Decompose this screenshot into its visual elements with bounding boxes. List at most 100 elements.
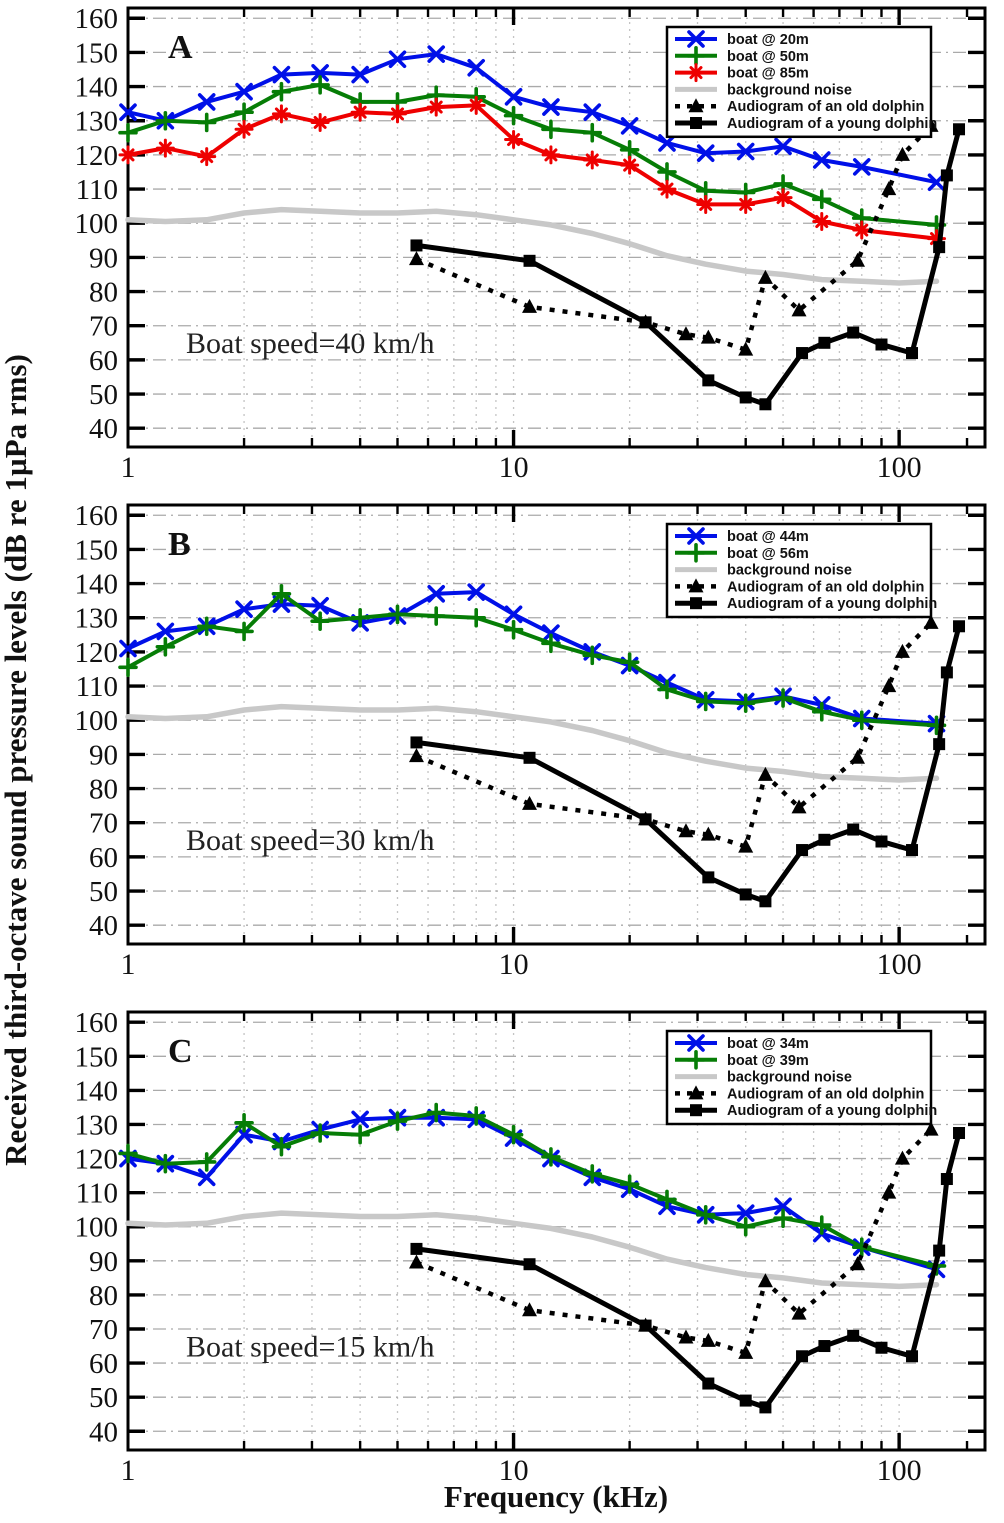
x-tick-label: 100: [877, 451, 922, 484]
y-tick-label: 110: [76, 671, 118, 703]
legend-item-audiogram-of-a-young-dolphin: Audiogram of a young dolphin: [675, 1103, 937, 1119]
series-background-noise: [125, 703, 940, 783]
series-audiogram-of-an-old-dolphin: [408, 614, 939, 853]
y-tick-label: 40: [89, 910, 118, 942]
boat-speed-annotation: Boat speed=40 km/h: [186, 327, 435, 360]
legend-label: Audiogram of an old dolphin: [727, 1086, 924, 1102]
legend-item-background-noise: background noise: [675, 563, 852, 579]
legend-label: boat @ 56m: [727, 546, 809, 562]
x-tick-label: 1: [121, 948, 136, 981]
series-boat-85m: [118, 95, 946, 249]
legend-item-audiogram-of-a-young-dolphin: Audiogram of a young dolphin: [675, 116, 937, 132]
y-tick-label: 110: [76, 174, 118, 206]
series-boat-20m: [119, 45, 946, 192]
legend-item-audiogram-of-an-old-dolphin: Audiogram of an old dolphin: [675, 1085, 924, 1102]
y-tick-label: 120: [75, 140, 119, 172]
legend-item-boat-85m: boat @ 85m: [675, 63, 809, 83]
y-tick-label: 80: [89, 1280, 118, 1312]
boat-speed-annotation: Boat speed=15 km/h: [186, 1330, 435, 1363]
y-tick-label: 80: [89, 774, 118, 806]
y-tick-label: 140: [75, 569, 119, 601]
legend-item-audiogram-of-an-old-dolphin: Audiogram of an old dolphin: [675, 98, 924, 115]
x-tick-label: 1: [121, 1454, 136, 1487]
x-tick-label: 10: [499, 948, 529, 981]
x-axis-title: Frequency (kHz): [444, 1479, 668, 1514]
y-tick-label: 60: [89, 345, 118, 377]
y-tick-label: 110: [76, 1178, 118, 1210]
legend-label: Audiogram of an old dolphin: [727, 579, 924, 595]
legend-label: boat @ 50m: [727, 49, 809, 65]
y-tick-label: 90: [89, 1246, 118, 1278]
y-tick-label: 160: [75, 500, 119, 532]
legend-label: boat @ 85m: [727, 66, 809, 82]
legend-item-boat-20m: boat @ 20m: [675, 30, 809, 48]
legend-item-boat-50m: boat @ 50m: [675, 45, 809, 66]
panel-letter: C: [168, 1033, 193, 1070]
legend-item-background-noise: background noise: [675, 82, 852, 98]
y-tick-label: 80: [89, 277, 118, 309]
panel-letter: A: [168, 29, 193, 66]
legend-item-audiogram-of-a-young-dolphin: Audiogram of a young dolphin: [675, 596, 937, 612]
legend-label: background noise: [727, 1070, 852, 1086]
x-tick-label: 100: [877, 948, 922, 981]
y-tick-label: 120: [75, 1144, 119, 1176]
legend-label: Audiogram of a young dolphin: [727, 1103, 937, 1119]
y-tick-label: 70: [89, 311, 118, 343]
y-tick-label: 130: [75, 603, 119, 635]
legend-label: Audiogram of a young dolphin: [727, 596, 937, 612]
y-tick-label: 130: [75, 106, 119, 138]
panel-letter: B: [168, 526, 191, 563]
legend-item-audiogram-of-an-old-dolphin: Audiogram of an old dolphin: [675, 578, 924, 595]
legend-item-boat-56m: boat @ 56m: [675, 542, 809, 563]
y-tick-label: 140: [75, 1075, 119, 1107]
legend-label: background noise: [727, 563, 852, 579]
legend-label: background noise: [727, 82, 852, 98]
series-audiogram-of-a-young-dolphin: [410, 123, 966, 411]
legend-label: boat @ 20m: [727, 32, 809, 48]
y-tick-label: 40: [89, 1416, 118, 1448]
y-tick-label: 130: [75, 1109, 119, 1141]
series-background-noise: [125, 206, 940, 286]
y-tick-label: 90: [89, 242, 118, 274]
legend-label: Audiogram of an old dolphin: [727, 99, 924, 115]
y-tick-label: 160: [75, 3, 119, 35]
legend-label: boat @ 44m: [727, 529, 809, 545]
y-tick-label: 60: [89, 842, 118, 874]
legend-label: boat @ 34m: [727, 1036, 809, 1052]
x-tick-label: 10: [499, 451, 529, 484]
y-tick-label: 50: [89, 876, 118, 908]
legend-item-background-noise: background noise: [675, 1070, 852, 1086]
y-tick-label: 100: [75, 1212, 119, 1244]
y-tick-label: 70: [89, 1314, 118, 1346]
x-tick-label: 1: [121, 451, 136, 484]
legend-item-boat-44m: boat @ 44m: [675, 527, 809, 545]
y-tick-label: 60: [89, 1348, 118, 1380]
y-tick-label: 150: [75, 1041, 119, 1073]
series-audiogram-of-a-young-dolphin: [410, 1127, 966, 1414]
y-axis-title: Received third-octave sound pressure lev…: [0, 354, 33, 1166]
legend-item-boat-39m: boat @ 39m: [675, 1050, 809, 1070]
y-tick-label: 150: [75, 37, 119, 69]
y-tick-label: 90: [89, 739, 118, 771]
legend-item-boat-34m: boat @ 34m: [675, 1034, 809, 1052]
series-background-noise: [125, 1210, 940, 1290]
y-tick-label: 140: [75, 72, 119, 104]
y-tick-label: 100: [75, 208, 119, 240]
x-tick-label: 100: [877, 1454, 922, 1487]
x-tick-label: 10: [499, 1454, 529, 1487]
legend-label: Audiogram of a young dolphin: [727, 116, 937, 132]
y-tick-label: 70: [89, 808, 118, 840]
series-boat-56m: [118, 584, 947, 736]
y-tick-label: 120: [75, 637, 119, 669]
y-tick-label: 100: [75, 705, 119, 737]
y-tick-label: 160: [75, 1007, 119, 1039]
